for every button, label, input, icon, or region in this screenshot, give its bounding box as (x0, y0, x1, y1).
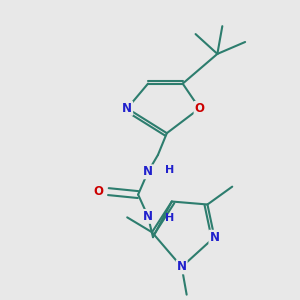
Text: N: N (143, 210, 153, 223)
Text: N: N (177, 260, 187, 273)
Text: O: O (194, 102, 205, 115)
Text: H: H (165, 213, 174, 224)
Text: O: O (94, 185, 103, 198)
Text: N: N (209, 231, 219, 244)
Text: N: N (143, 165, 153, 178)
Text: N: N (122, 102, 132, 115)
Text: H: H (165, 165, 174, 175)
